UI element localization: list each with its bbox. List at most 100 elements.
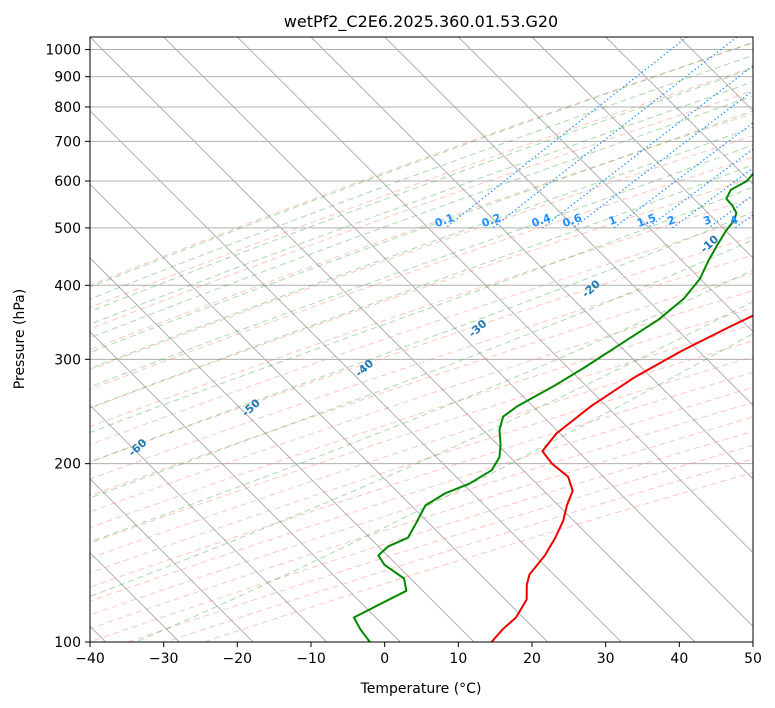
y-tick-label: 500 <box>54 221 81 237</box>
y-axis-label: Pressure (hPa) <box>12 289 28 389</box>
isotherm-line <box>163 37 753 628</box>
dry-adiabat <box>90 290 753 513</box>
isotherm-line <box>531 37 753 259</box>
dry-adiabat <box>90 90 753 330</box>
x-tick-label: −20 <box>223 651 253 667</box>
moist-adiabat <box>90 186 753 434</box>
isotherm-line <box>678 37 753 112</box>
isotherm-line <box>90 257 475 642</box>
x-axis-ticks: −40 −30 −20 −10 0 10 20 30 40 50 <box>75 642 762 667</box>
y-axis-ticks: 100 200 300 400 500 600 700 800 900 1000 <box>45 43 90 651</box>
dry-adiabat <box>90 177 753 409</box>
mixing-ratio-line <box>672 167 753 229</box>
isotherm-lines <box>90 37 753 642</box>
dry-adiabat <box>90 356 753 574</box>
x-tick-label: −40 <box>75 651 105 667</box>
isotherm-line <box>310 37 753 480</box>
x-tick-label: −30 <box>149 651 179 667</box>
y-tick-label: 200 <box>54 457 81 473</box>
moist-adiabat <box>90 95 753 339</box>
isotherm-line <box>752 37 753 38</box>
x-tick-label: 30 <box>597 651 615 667</box>
isotherm-label: -70 <box>13 476 37 499</box>
isotherm-line <box>384 37 753 407</box>
dry-adiabat <box>127 444 753 642</box>
y-tick-label: 400 <box>54 278 81 294</box>
y-tick-label: 1000 <box>45 43 81 59</box>
moist-adiabat <box>90 211 753 463</box>
isotherm-line <box>90 330 401 642</box>
x-tick-label: 40 <box>670 651 688 667</box>
dry-adiabat <box>90 323 753 544</box>
y-tick-label: 800 <box>54 100 81 116</box>
x-tick-label: 20 <box>523 651 541 667</box>
dry-adiabat <box>90 401 753 616</box>
moist-adiabat <box>90 164 753 409</box>
moist-adiabat <box>90 144 753 388</box>
isotherm-line <box>236 37 753 554</box>
moist-adiabat <box>90 300 753 597</box>
moist-adiabat <box>90 81 753 325</box>
isotherm-line <box>90 183 549 642</box>
dry-adiabat <box>90 254 753 480</box>
moist-adiabat-lines <box>90 41 753 642</box>
pressure-gridlines <box>90 49 753 642</box>
dry-adiabat <box>90 156 753 390</box>
dry-adiabat <box>90 197 753 428</box>
mixing-ratio-line <box>542 65 753 229</box>
mixing-ratio-line <box>734 214 753 229</box>
mixing-ratio-labels: 0.10.20.40.611.52346810131620253036 <box>433 211 775 230</box>
isotherm-line <box>90 478 254 642</box>
dry-adiabat <box>90 135 753 371</box>
dry-adiabat <box>90 430 753 642</box>
profile-lines <box>352 172 753 642</box>
dewpoint-profile-line <box>352 172 753 642</box>
dry-adiabat <box>90 307 753 529</box>
dry-adiabat <box>165 458 753 642</box>
mixing-ratio-label: 0.1 <box>433 211 456 230</box>
moist-adiabat <box>90 126 753 370</box>
x-tick-label: −10 <box>296 651 326 667</box>
mixing-ratio-label: 0.6 <box>561 211 584 230</box>
mixing-ratio-label: 0.4 <box>530 211 553 230</box>
moist-adiabat <box>90 239 753 499</box>
mixing-ratio-label: 3 <box>702 213 714 228</box>
mixing-ratio-label: 1.5 <box>635 211 658 230</box>
dry-adiabat <box>90 66 753 309</box>
x-axis-label: Temperature (°C) <box>360 681 482 697</box>
x-tick-label: 0 <box>380 651 389 667</box>
plot-frame <box>89 36 754 643</box>
dry-adiabat <box>90 42 753 286</box>
moist-adiabat <box>90 54 753 300</box>
temperature-profile-line <box>490 314 753 642</box>
y-tick-label: 700 <box>54 134 81 150</box>
chart-title: wetPf2_C2E6.2025.360.01.53.G20 <box>284 12 558 32</box>
dry-adiabat <box>203 471 753 642</box>
dry-adiabat <box>90 416 753 630</box>
isotherm-line <box>457 37 753 333</box>
moist-adiabat <box>90 269 753 543</box>
mixing-ratio-lines <box>445 37 753 229</box>
mixing-ratio-label: 4 <box>728 213 740 228</box>
mixing-ratio-label: 6 <box>767 213 775 228</box>
isotherm-line <box>605 37 753 186</box>
dry-adiabat <box>90 386 753 602</box>
isotherm-line <box>90 37 696 642</box>
dry-adiabat <box>90 340 753 559</box>
mixing-ratio-label: 0.2 <box>480 211 503 230</box>
moist-adiabat <box>90 110 753 354</box>
dry-adiabat <box>90 371 753 588</box>
y-tick-label: 100 <box>54 635 81 651</box>
dry-adiabat <box>90 272 753 497</box>
mixing-ratio-line <box>708 194 753 229</box>
dry-adiabat-lines <box>90 42 753 642</box>
y-tick-label: 900 <box>54 70 81 86</box>
x-tick-label: 10 <box>449 651 467 667</box>
mixing-ratio-label: 1 <box>607 213 619 228</box>
isotherm-label: -10 <box>698 232 722 255</box>
y-tick-label: 300 <box>54 352 81 368</box>
isotherm-line <box>90 109 622 642</box>
isotherm-label: -60 <box>126 436 150 459</box>
